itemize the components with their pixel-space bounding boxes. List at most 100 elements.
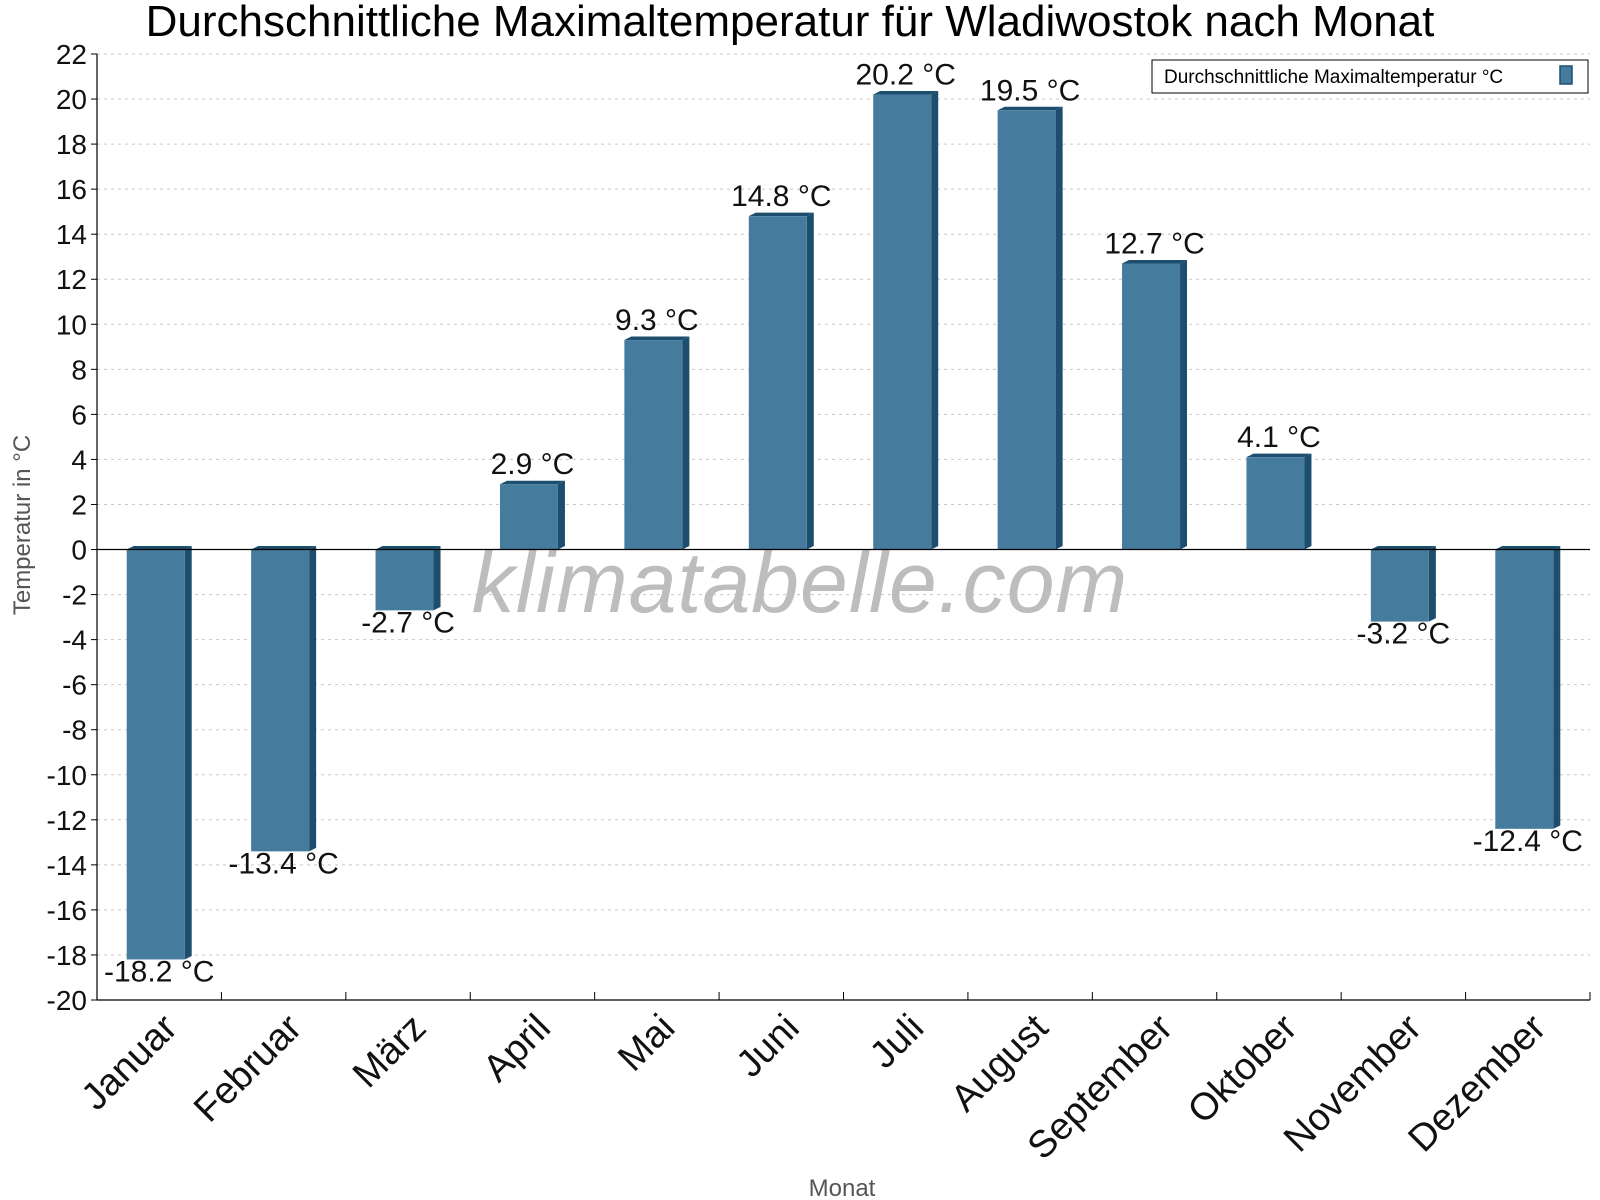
x-tick-label: Februar [186, 1006, 310, 1130]
x-tick-label: März [345, 1007, 434, 1096]
data-label: 4.1 °C [1237, 421, 1321, 454]
data-label: 19.5 °C [980, 74, 1080, 107]
bar-mai [624, 336, 690, 550]
bar-side [682, 336, 690, 550]
y-tick-label: 10 [56, 309, 87, 340]
y-tick-label: 12 [56, 264, 87, 295]
data-label: -12.4 °C [1473, 825, 1583, 858]
bar-top [251, 546, 317, 550]
x-axis-title: Monat [809, 1175, 876, 1200]
bar-front [1246, 457, 1305, 550]
bar-top [1370, 546, 1436, 550]
y-tick-label: -8 [62, 715, 87, 746]
data-label: 14.8 °C [731, 180, 831, 213]
bar-front [375, 549, 434, 611]
bar-oktober [1246, 453, 1312, 550]
y-tick-label: -2 [62, 580, 87, 611]
bar-september [1122, 259, 1188, 550]
bar-front [748, 216, 807, 550]
y-tick-label: 6 [71, 399, 87, 430]
data-label: 12.7 °C [1104, 227, 1204, 260]
y-tick-label: 14 [56, 219, 87, 250]
legend: Durchschnittliche Maximaltemperatur °C [1151, 59, 1589, 94]
bar-juli [873, 91, 939, 550]
data-label: -13.4 °C [228, 847, 338, 880]
x-tick-label: Januar [74, 1006, 186, 1118]
y-tick-label: 2 [71, 489, 87, 520]
data-label: -18.2 °C [104, 955, 214, 988]
bar-front [1122, 263, 1181, 550]
bar-front [873, 94, 932, 550]
bar-side [1304, 453, 1312, 550]
y-tick-label: 20 [56, 84, 87, 115]
data-label: -3.2 °C [1357, 618, 1451, 651]
data-label: 9.3 °C [615, 304, 699, 337]
y-tick-label: -12 [47, 805, 87, 836]
bar-side [433, 546, 441, 611]
watermark-text: klimatabelle.com [472, 535, 1128, 631]
bar-side [1553, 546, 1561, 829]
bar-top [873, 91, 939, 95]
bar-top [375, 546, 441, 550]
y-tick-label: -4 [62, 625, 87, 656]
bar-top [499, 480, 565, 485]
legend-swatch [1559, 65, 1573, 85]
bar-side [184, 546, 192, 960]
x-tick-label: August [943, 1006, 1057, 1120]
y-tick-label: 4 [71, 444, 87, 475]
bar-side [557, 480, 565, 550]
y-tick-label: -6 [62, 670, 87, 701]
x-tick-label: Dezember [1401, 1006, 1555, 1160]
bar-front [1495, 549, 1554, 829]
y-tick-label: 0 [71, 535, 87, 566]
x-tick-label: Juni [729, 1007, 808, 1086]
chart-title: Durchschnittliche Maximaltemperatur für … [146, 0, 1435, 46]
y-axis-title: Temperatur in °C [9, 435, 36, 615]
bar-top [997, 106, 1063, 111]
bar-front [126, 549, 185, 960]
legend-label: Durchschnittliche Maximaltemperatur °C [1164, 67, 1503, 88]
y-tick-label: -14 [47, 850, 87, 881]
legend-box [1151, 59, 1589, 94]
bar-side [1180, 259, 1188, 550]
bar-august [997, 106, 1063, 550]
bar-november [1370, 546, 1436, 622]
y-tick-label: 8 [71, 354, 87, 385]
data-label: -2.7 °C [361, 606, 455, 639]
y-tick-label: -18 [47, 940, 87, 971]
bar-top [1495, 546, 1561, 550]
x-tick-label: Juli [862, 1007, 932, 1077]
bar-top [1246, 453, 1312, 458]
bar-front [997, 110, 1056, 550]
y-tick-label: -10 [47, 760, 87, 791]
bar-side [806, 212, 814, 550]
x-tick-label: April [475, 1007, 558, 1090]
bar-side [1055, 106, 1063, 550]
x-tick-label: Mai [610, 1007, 683, 1080]
bar-top [126, 546, 192, 550]
y-tick-label: 16 [56, 174, 87, 205]
bar-april [499, 480, 565, 550]
bar-front [624, 340, 683, 550]
bar-dezember [1495, 546, 1561, 829]
bar-front [499, 484, 558, 550]
bar-februar [251, 546, 317, 852]
bar-front [251, 549, 310, 852]
y-tick-label: 22 [56, 39, 87, 70]
data-labels: -18.2 °C -13.4 °C -2.7 °C 2.9 °C 9.3 °C 14.8 … [104, 59, 1583, 989]
data-label: 2.9 °C [491, 448, 575, 481]
x-tick-label: Oktober [1180, 1006, 1306, 1132]
y-tick-label: -16 [47, 895, 87, 926]
bar-januar [126, 546, 192, 960]
bars [126, 91, 1561, 960]
y-tick-label: -20 [47, 985, 87, 1016]
bar-top [748, 212, 814, 217]
bar-side [309, 546, 317, 852]
y-tick-label: 18 [56, 129, 87, 160]
bar-märz [375, 546, 441, 611]
bar-side [931, 91, 939, 550]
bar-front [1370, 549, 1429, 622]
bar-top [624, 336, 690, 341]
bar-top [1122, 259, 1188, 264]
